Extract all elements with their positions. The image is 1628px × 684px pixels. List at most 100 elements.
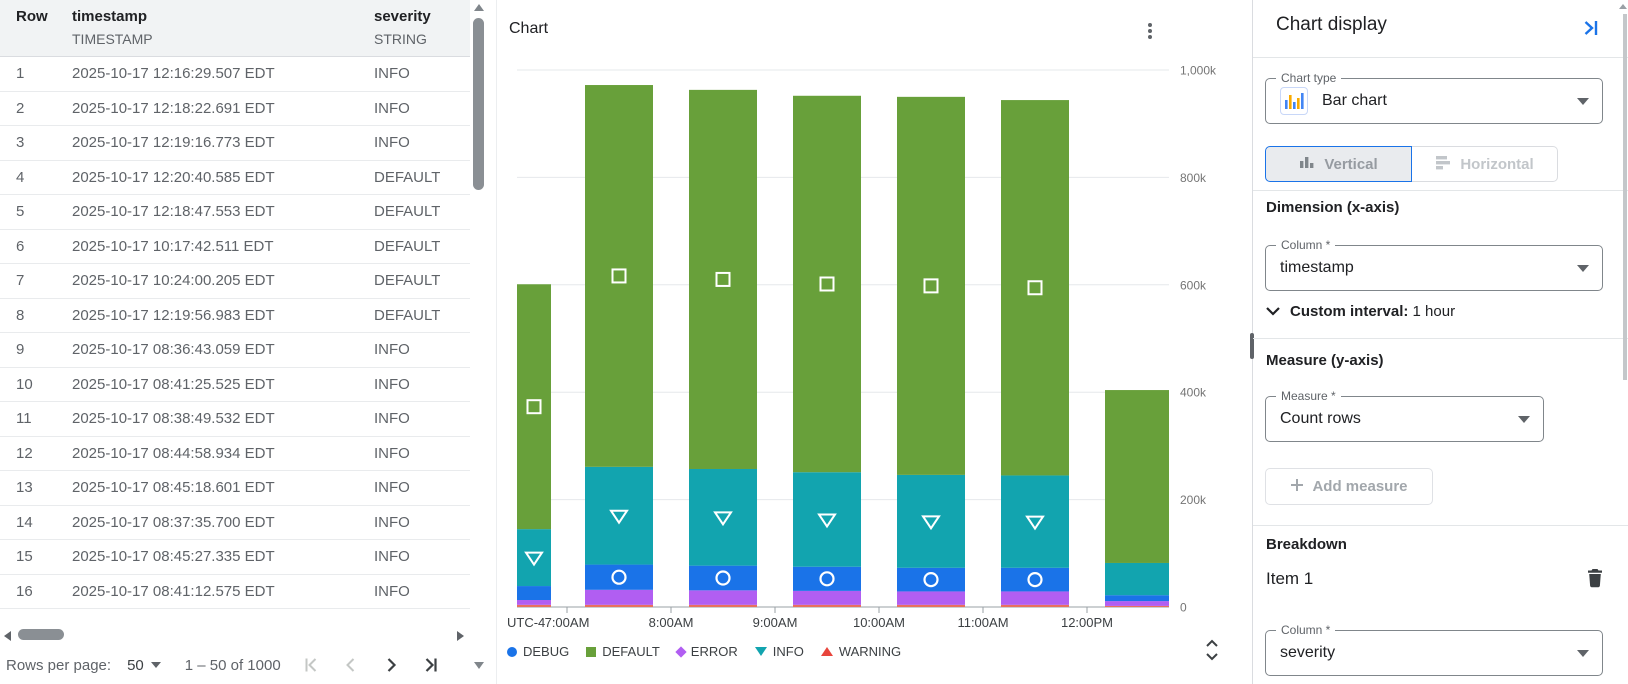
table-row[interactable]: 8 2025-10-17 12:19:56.983 EDT DEFAULT: [0, 299, 470, 333]
bar-segment-warning[interactable]: [585, 604, 653, 607]
breakdown-heading: Breakdown: [1266, 536, 1347, 553]
chart-type-value: Bar chart: [1322, 92, 1387, 109]
table-row[interactable]: 7 2025-10-17 10:24:00.205 EDT DEFAULT: [0, 264, 470, 299]
table-row[interactable]: 11 2025-10-17 08:38:49.532 EDT INFO: [0, 402, 470, 437]
bar-segment-default[interactable]: [1105, 390, 1169, 563]
y-axis-tick-label: 200k: [1180, 493, 1207, 507]
vertical-toggle-button[interactable]: Vertical: [1265, 146, 1412, 182]
next-page-button[interactable]: [381, 655, 401, 675]
table-body: 1 2025-10-17 12:16:29.507 EDT INFO 2 2025-10…: [0, 57, 470, 609]
custom-interval-label: Custom interval:: [1290, 303, 1409, 320]
cell-row-number: 14: [16, 513, 33, 531]
horizontal-toggle-button[interactable]: Horizontal: [1412, 146, 1558, 182]
bar-segment-default[interactable]: [897, 96, 965, 475]
delete-trash-icon[interactable]: [1586, 568, 1606, 590]
breakdown-column-select[interactable]: Column * severity: [1265, 623, 1603, 676]
scroll-left-arrow-icon[interactable]: [4, 631, 11, 641]
bar-segment-default[interactable]: [1001, 100, 1069, 476]
cell-timestamp: 2025-10-17 08:41:12.575 EDT: [72, 582, 275, 600]
cell-row-number: 4: [16, 168, 25, 186]
horizontal-scrollbar-thumb[interactable]: [18, 629, 64, 640]
bar-segment-debug[interactable]: [793, 566, 861, 591]
segment-marker-triangle: [609, 509, 629, 525]
chevron-down-icon: [1266, 303, 1280, 320]
bar-segment-debug[interactable]: [1105, 595, 1169, 602]
bar-segment-warning[interactable]: [689, 604, 757, 607]
dimension-column-select[interactable]: Column * timestamp: [1265, 238, 1603, 291]
bar-segment-info[interactable]: [1105, 562, 1169, 596]
bar-segment-default[interactable]: [689, 89, 757, 469]
cell-severity: INFO: [374, 99, 410, 117]
table-row[interactable]: 12 2025-10-17 08:44:58.934 EDT INFO: [0, 437, 470, 471]
rows-per-page-value: 50: [127, 656, 144, 674]
rows-per-page-select[interactable]: 50: [127, 657, 161, 674]
scroll-up-arrow-icon[interactable]: [1619, 4, 1627, 9]
bar-segment-debug[interactable]: [585, 564, 653, 590]
collapse-panel-icon[interactable]: [1581, 18, 1601, 38]
vertical-scrollbar-thumb[interactable]: [473, 18, 484, 190]
table-row[interactable]: 2 2025-10-17 12:18:22.691 EDT INFO: [0, 92, 470, 126]
scroll-right-arrow-icon[interactable]: [457, 631, 464, 641]
bar-segment-warning[interactable]: [1105, 605, 1169, 607]
panel-scrollbar-thumb[interactable]: [1623, 14, 1627, 380]
table-row[interactable]: 9 2025-10-17 08:36:43.059 EDT INFO: [0, 333, 470, 368]
bar-segment-default[interactable]: [517, 284, 551, 530]
chart-menu-kebab-icon[interactable]: [1141, 22, 1159, 40]
unfold-chart-icon[interactable]: [1203, 636, 1221, 664]
last-page-button[interactable]: [421, 655, 441, 675]
bar-segment-debug[interactable]: [517, 586, 551, 601]
panel-scrollbar[interactable]: [1619, 0, 1628, 684]
bar-segment-error[interactable]: [897, 591, 965, 605]
custom-interval-expander[interactable]: Custom interval: 1 hour: [1266, 303, 1455, 320]
panel-resize-handle[interactable]: [1250, 333, 1254, 359]
column-name: severity: [374, 8, 431, 25]
bar-segment-info[interactable]: [793, 472, 861, 567]
stacked-bar-chart: 1,000k 800k 600k 400k 200k 0 7:00AM 8:00AM 9:00A…: [507, 64, 1217, 631]
cell-row-number: 3: [16, 134, 25, 152]
pagination-bar: Rows per page: 50 1 – 50 of 1000: [0, 646, 470, 684]
bar-segment-error[interactable]: [793, 590, 861, 605]
first-page-button[interactable]: [301, 655, 321, 675]
bar-segment-warning[interactable]: [897, 604, 965, 607]
table-row[interactable]: 1 2025-10-17 12:16:29.507 EDT INFO: [0, 57, 470, 92]
bar-segment-error[interactable]: [517, 600, 551, 605]
bar-segment-debug[interactable]: [689, 565, 757, 591]
bar-segment-info[interactable]: [517, 529, 551, 587]
scroll-down-arrow-icon[interactable]: [474, 662, 484, 669]
table-row[interactable]: 13 2025-10-17 08:45:18.601 EDT INFO: [0, 471, 470, 506]
table-row[interactable]: 3 2025-10-17 12:19:16.773 EDT INFO: [0, 126, 470, 161]
scroll-up-arrow-icon[interactable]: [474, 4, 484, 11]
table-row[interactable]: 6 2025-10-17 10:17:42.511 EDT DEFAULT: [0, 230, 470, 264]
bar-segment-error[interactable]: [1105, 601, 1169, 606]
table-vertical-scrollbar[interactable]: [472, 0, 486, 676]
bar-segment-info[interactable]: [1001, 475, 1069, 568]
bar-segment-error[interactable]: [689, 590, 757, 605]
cell-timestamp: 2025-10-17 08:36:43.059 EDT: [72, 341, 275, 359]
bar-segment-warning[interactable]: [517, 604, 551, 607]
table-row[interactable]: 14 2025-10-17 08:37:35.700 EDT INFO: [0, 506, 470, 540]
bar-segment-info[interactable]: [897, 474, 965, 568]
table-row[interactable]: 5 2025-10-17 12:18:47.553 EDT DEFAULT: [0, 195, 470, 230]
bar-segment-info[interactable]: [689, 468, 757, 566]
bar-segment-error[interactable]: [1001, 591, 1069, 605]
table-row[interactable]: 15 2025-10-17 08:45:27.335 EDT INFO: [0, 540, 470, 575]
table-row[interactable]: 16 2025-10-17 08:41:12.575 EDT INFO: [0, 575, 470, 609]
vertical-label: Vertical: [1324, 155, 1378, 173]
bar-segment-default[interactable]: [793, 95, 861, 473]
chart-type-select[interactable]: Chart type Bar chart: [1265, 71, 1603, 124]
bar-segment-info[interactable]: [585, 466, 653, 565]
bar-segment-error[interactable]: [585, 589, 653, 605]
add-measure-button[interactable]: Add measure: [1265, 468, 1433, 505]
table-horizontal-scrollbar[interactable]: [0, 629, 468, 645]
bar-segment-default[interactable]: [585, 85, 653, 467]
bar-segment-warning[interactable]: [793, 604, 861, 607]
bar-segment-debug[interactable]: [897, 567, 965, 592]
bar-segment-debug[interactable]: [1001, 567, 1069, 592]
bar-segment-warning[interactable]: [1001, 604, 1069, 607]
table-row[interactable]: 4 2025-10-17 12:20:40.585 EDT DEFAULT: [0, 161, 470, 195]
measure-select[interactable]: Measure * Count rows: [1265, 389, 1544, 442]
previous-page-button[interactable]: [341, 655, 361, 675]
field-label: Column *: [1276, 623, 1336, 637]
table-row[interactable]: 10 2025-10-17 08:41:25.525 EDT INFO: [0, 368, 470, 402]
breakdown-item-label: Item 1: [1266, 569, 1314, 588]
